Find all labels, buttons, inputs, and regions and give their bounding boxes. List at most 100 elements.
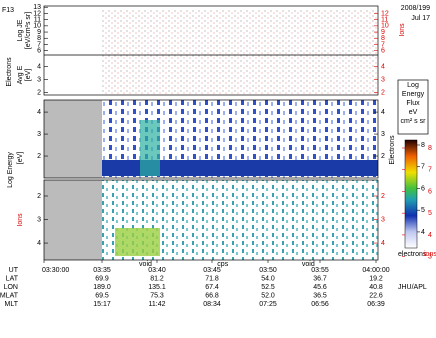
label: 69.5 [95,292,109,299]
y2-tick-label: 8 [381,35,385,42]
axis-label: Log JE [17,19,24,41]
label: 66.8 [205,292,219,299]
y2-tick-label: 12 [381,10,389,17]
label: JHU/APL [398,284,427,291]
y2-tick-label: 4 [381,240,385,247]
y-tick-label: 6 [37,48,41,55]
colorbar [404,139,418,249]
label: 19.2 [369,275,383,282]
label: 189.0 [93,284,111,291]
y2-tick-label: 3 [381,216,385,223]
axis-label: Avg E [17,65,24,84]
label: 52.5 [261,284,275,291]
label: 03:45 [203,267,221,274]
side-label: Ions [399,23,406,37]
side-label: Electrons [6,57,13,87]
label: LAT [6,275,19,282]
label: 04:00:00 [362,267,389,274]
label: 36.7 [313,275,327,282]
y-tick-label: 8 [37,35,41,42]
y2-tick-label: 11 [381,16,388,23]
label: electrons [398,251,427,258]
label: ions [424,251,436,258]
y2-tick-label: 7 [381,41,385,48]
label: 2008/199 [401,5,430,12]
y2-tick-label: 2 [381,153,385,160]
y-tick-label: 4 [37,240,41,247]
y-tick-label: 2 [37,89,41,96]
electron-burst [140,120,160,176]
label: 54.0 [261,275,275,282]
label: MLT [5,301,19,308]
label: 08:34 [203,301,221,308]
label: cps [217,261,228,268]
label: void [302,261,315,268]
label: 69.9 [95,275,109,282]
colorbar-tick: 4 [421,229,425,236]
axis-unit: [eV/cm²s sr] [25,12,32,49]
label: 75.3 [150,292,164,299]
label: Jul 17 [411,15,430,22]
y2-tick-label: 3 [381,76,385,83]
y-tick-label: 9 [37,29,41,36]
y2-tick-label: 6 [381,48,385,55]
colorbar-tick: 8 [428,145,432,152]
label: 71.8 [205,275,219,282]
axis-unit: [eV] [25,69,32,82]
y2-tick-label: 2 [381,193,385,200]
colorbar-tick: 7 [428,167,432,174]
y-tick-label: 10 [33,23,41,30]
label: eV [409,109,418,116]
y2-tick-label: 10 [381,23,389,30]
y-tick-label: 13 [33,4,41,11]
label: 06:56 [311,301,329,308]
flux-points [102,10,378,94]
y-tick-label: 4 [37,109,41,116]
label: Log [407,82,419,89]
no-data [44,100,102,178]
y-tick-label: 3 [37,131,41,138]
y-tick-label: 2 [37,193,41,200]
label: LON [4,284,18,291]
y-tick-label: 4 [37,63,41,70]
label: 03:55 [311,267,329,274]
y-tick-label: 7 [37,41,41,48]
no-data [44,180,102,260]
y2-tick-label: 4 [381,109,385,116]
label: 52.0 [261,292,275,299]
y-tick-label: 3 [37,216,41,223]
label: 11:42 [149,301,166,308]
label: 03:35 [93,267,111,274]
ion-burst [115,228,160,256]
colorbar-tick: 5 [421,207,425,214]
side-label: [eV] [17,152,24,165]
label: 81.2 [150,275,164,282]
label: 135.1 [148,284,166,291]
label: 03:40 [148,267,166,274]
axis-label: Ions [17,213,24,227]
colorbar-tick: 6 [428,188,432,195]
y-tick-label: 11 [34,16,41,23]
label: 36.5 [313,292,327,299]
y-tick-label: 3 [37,76,41,83]
electron-low-energy [102,160,378,176]
label: UT [9,267,19,274]
colorbar-tick: 4 [428,232,432,239]
label: 03:30:00 [42,267,69,274]
y2-tick-label: 4 [381,63,385,70]
label: void [139,261,152,268]
label: F13 [2,7,14,14]
axis-label: Electrons [389,135,396,165]
y-tick-label: 2 [37,153,41,160]
label: 40.8 [369,284,383,291]
colorbar-tick: 6 [421,185,425,192]
y2-tick-label: 3 [381,131,385,138]
colorbar-tick: 3 [428,253,432,260]
colorbar-tick: 8 [421,142,425,149]
y2-tick-label: 2 [381,89,385,96]
label: 67.4 [205,284,219,291]
colorbar-tick: 5 [428,210,432,217]
label: Energy [402,91,425,98]
label: 07:25 [259,301,277,308]
